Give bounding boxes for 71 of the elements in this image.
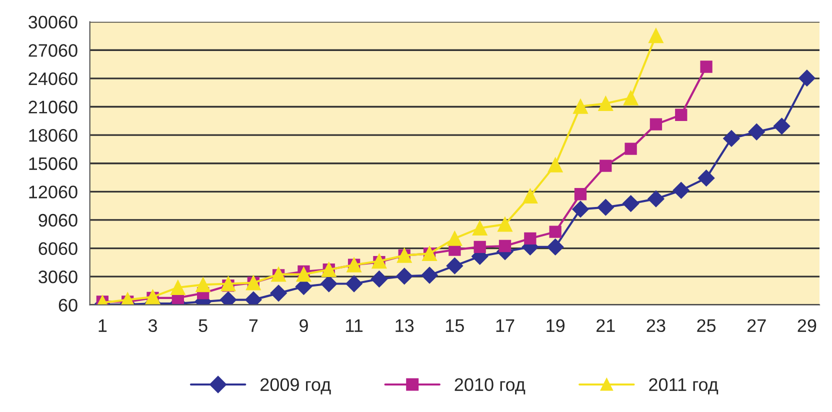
y-tick-label: 6060 [38, 242, 78, 255]
legend-label: 2009 год [260, 378, 331, 394]
point [748, 123, 765, 140]
point [672, 182, 690, 199]
point [220, 276, 236, 292]
y-tick-label: 3060 [38, 270, 78, 284]
point [598, 96, 614, 112]
x-tick-label: 7 [249, 319, 258, 332]
legend-label: 2011 год [649, 378, 718, 394]
point [675, 108, 688, 121]
point [196, 277, 211, 292]
point [700, 60, 712, 73]
y-tick-label: 9060 [38, 214, 78, 227]
point [798, 70, 816, 86]
x-tick-label: 3 [148, 319, 157, 332]
point [396, 268, 413, 285]
point [546, 238, 564, 256]
x-tick-label: 9 [300, 319, 308, 332]
x-tick-label: 29 [798, 319, 816, 332]
y-tick-label: 24060 [28, 72, 78, 86]
x-tick-label: 25 [697, 319, 716, 332]
point [773, 118, 790, 135]
point [698, 170, 715, 186]
point [723, 130, 740, 147]
point [498, 216, 512, 232]
point [522, 188, 538, 204]
point [548, 157, 563, 172]
point [624, 142, 637, 155]
point [472, 220, 488, 236]
x-tick-label: 1 [98, 319, 107, 332]
point [370, 270, 388, 288]
point [549, 226, 562, 238]
x-tick-label: 19 [546, 319, 565, 332]
point [296, 266, 312, 282]
point [120, 292, 136, 305]
point [623, 90, 638, 106]
point [421, 266, 438, 284]
x-tick-label: 23 [646, 319, 666, 332]
point [650, 118, 662, 130]
y-tick-label: 21060 [28, 100, 78, 114]
legend-label: 2010 год [454, 378, 526, 394]
point [600, 160, 612, 172]
point [574, 188, 587, 200]
point [524, 232, 536, 245]
y-tick-label: 15060 [29, 157, 78, 170]
point [446, 257, 464, 274]
x-tick-label: 15 [446, 319, 464, 332]
x-tick-label: 27 [747, 319, 766, 332]
x-tick-label: 21 [596, 319, 615, 332]
point [622, 195, 640, 212]
x-tick-label: 5 [198, 319, 208, 332]
point [498, 240, 512, 252]
y-tick-label: 27060 [28, 44, 78, 57]
y-tick-label: 18060 [29, 128, 78, 142]
point [170, 280, 186, 295]
x-tick-label: 17 [496, 319, 514, 332]
y-tick-label: 12060 [29, 186, 78, 198]
point [270, 284, 287, 302]
point [447, 230, 462, 246]
point [648, 28, 664, 44]
y-tick-label: 60 [58, 298, 78, 312]
point [572, 200, 589, 218]
point [648, 190, 664, 208]
x-tick-label: 13 [396, 319, 414, 332]
point [573, 98, 588, 114]
point [474, 240, 486, 254]
x-tick-label: 11 [346, 319, 363, 332]
point [320, 275, 338, 292]
y-tick-label: 30060 [28, 16, 78, 29]
point [346, 275, 362, 292]
point [597, 198, 614, 216]
